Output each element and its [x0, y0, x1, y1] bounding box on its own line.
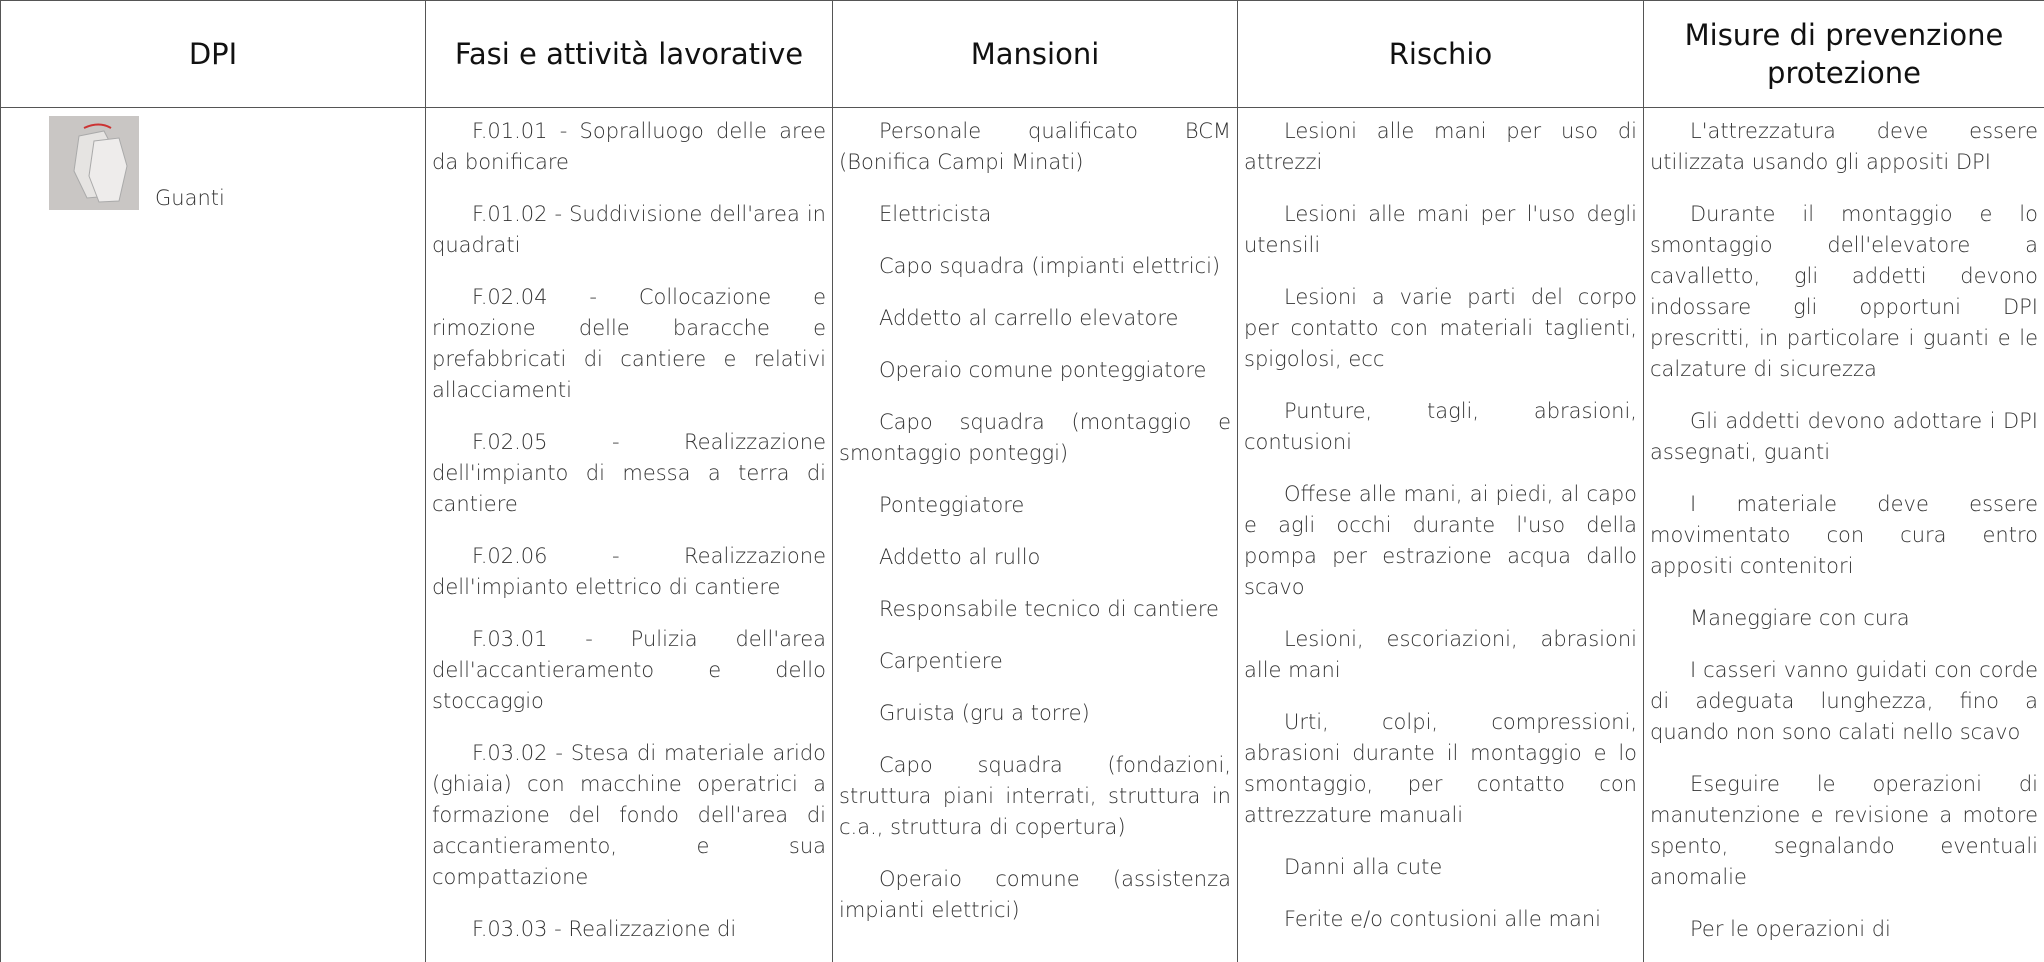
paragraph: Lesioni alle mani per uso di attrezzi: [1244, 119, 1637, 174]
paragraph: Urti, colpi, compressioni, abrasioni dur…: [1244, 710, 1637, 827]
rischio-cell: Lesioni alle mani per uso di attrezzi Les…: [1237, 107, 1644, 962]
misure-cell: L'attrezzatura deve essere utilizzata us…: [1643, 107, 2044, 962]
paragraph: F.01.02 - Suddivisione dell'area in quad…: [432, 202, 826, 257]
header-cell: Mansioni: [832, 0, 1238, 108]
header-row: DPI Fasi e attività lavorative Mansioni …: [0, 0, 2044, 108]
paragraph: Personale qualificato BCM (Bonifica Camp…: [839, 119, 1231, 174]
header-cell: Misure di prevenzione protezione: [1643, 0, 2044, 108]
paragraph: Addetto al carrello elevatore: [879, 306, 1179, 330]
paragraph: F.02.05 - Realizzazione dell'impianto di…: [432, 430, 826, 516]
paragraph: F.01.01 - Sopralluogo delle aree da boni…: [432, 119, 826, 174]
paragraph: Capo squadra (impianti elettrici): [879, 254, 1221, 278]
paragraph: Carpentiere: [879, 649, 1003, 673]
paragraph: L'attrezzatura deve essere utilizzata us…: [1650, 119, 2038, 174]
dpi-cell: Guanti: [0, 107, 426, 962]
paragraph: F.02.04 - Collocazione e rimozione delle…: [432, 285, 826, 402]
header-cell: Rischio: [1237, 0, 1644, 108]
body-row: Guanti F.01.01 - Sopralluogo delle aree …: [0, 107, 2044, 962]
paragraph: Offese alle mani, ai piedi, al capo e ag…: [1244, 482, 1637, 599]
paragraph: F.03.02 - Stesa di materiale arido (ghia…: [432, 741, 826, 889]
paragraph: Per le operazioni di: [1690, 917, 1891, 941]
paragraph: Danni alla cute: [1284, 855, 1443, 879]
paragraph: Maneggiare con cura: [1690, 606, 1910, 630]
paragraph: Punture, tagli, abrasioni, contusioni: [1244, 399, 1637, 454]
header-cell: DPI: [0, 0, 426, 108]
paragraph: Gruista (gru a torre): [879, 701, 1090, 725]
paragraph: Operaio comune ponteggiatore: [879, 358, 1207, 382]
paragraph: Durante il montaggio e lo smontaggio del…: [1650, 202, 2038, 381]
paragraph: Responsabile tecnico di cantiere: [879, 597, 1219, 621]
paragraph: F.02.06 - Realizzazione dell'impianto el…: [432, 544, 826, 599]
paragraph: Capo squadra (fondazioni, struttura pian…: [839, 753, 1231, 839]
paragraph: I casseri vanno guidati con corde di ade…: [1650, 658, 2038, 744]
fasi-cell: F.01.01 - Sopralluogo delle aree da boni…: [425, 107, 833, 962]
paragraph: Gli addetti devono adottare i DPI assegn…: [1650, 409, 2038, 464]
header-cell: Fasi e attività lavorative: [425, 0, 833, 108]
paragraph: Lesioni a varie parti del corpo per cont…: [1244, 285, 1637, 371]
paragraph: Elettricista: [879, 202, 992, 226]
paragraph: Ponteggiatore: [879, 493, 1025, 517]
paragraph: Ferite e/o contusioni alle mani: [1284, 907, 1601, 931]
paragraph: Operaio comune (assistenza impianti elet…: [839, 867, 1231, 922]
dpi-label: Guanti: [155, 186, 225, 210]
paragraph: I materiale deve essere movimentato con …: [1650, 492, 2038, 578]
mansioni-cell: Personale qualificato BCM (Bonifica Camp…: [832, 107, 1238, 962]
dpi-item: Guanti: [7, 116, 419, 210]
gloves-image: [49, 116, 139, 210]
paragraph: Eseguire le operazioni di manutenzione e…: [1650, 772, 2038, 889]
paragraph: F.03.03 - Realizzazione di: [472, 917, 737, 941]
paragraph: Addetto al rullo: [879, 545, 1041, 569]
paragraph: F.03.01 - Pulizia dell'area dell'accanti…: [432, 627, 826, 713]
paragraph: Capo squadra (montaggio e smontaggio pon…: [839, 410, 1231, 465]
paragraph: Lesioni, escoriazioni, abrasioni alle ma…: [1244, 627, 1637, 682]
paragraph: Lesioni alle mani per l'uso degli utensi…: [1244, 202, 1637, 257]
